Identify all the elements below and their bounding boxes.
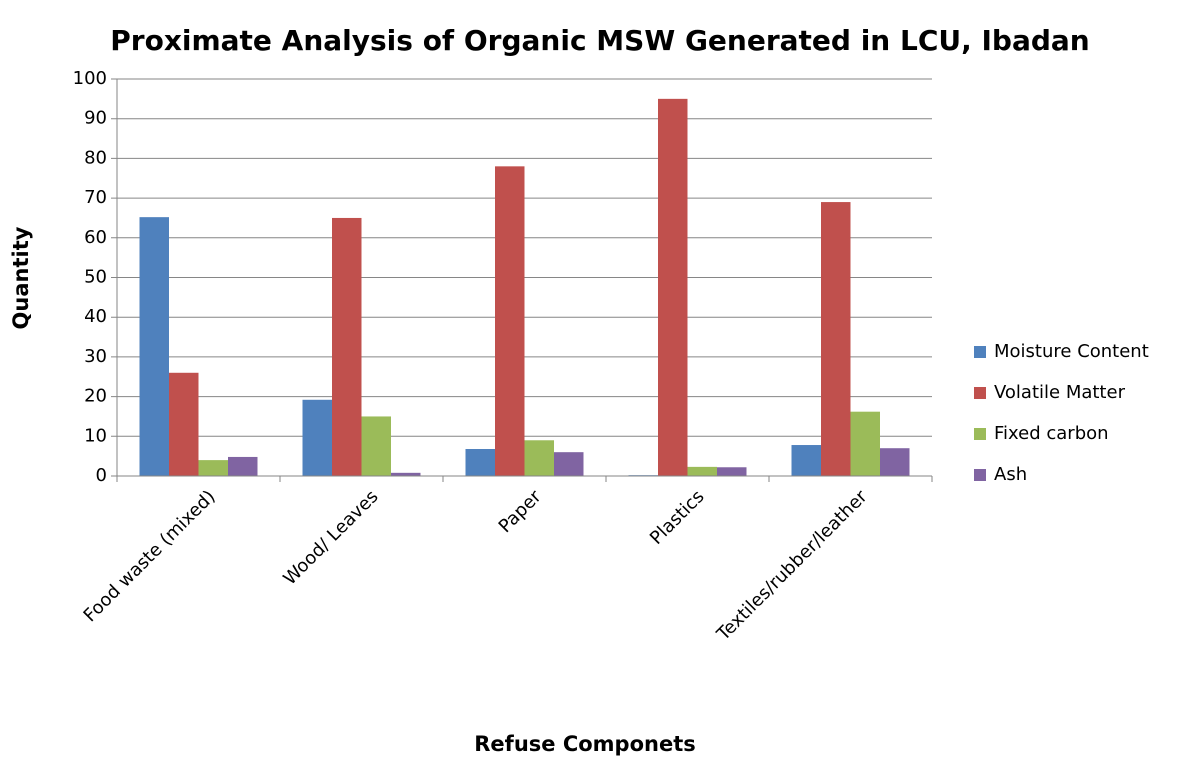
y-tick-label: 60: [84, 227, 107, 248]
bar: [791, 445, 821, 476]
bar: [198, 460, 228, 476]
x-axis-title: Refuse Componets: [474, 732, 695, 756]
bar: [687, 466, 717, 476]
bar: [495, 166, 525, 476]
legend-label: Ash: [994, 464, 1027, 485]
legend-swatch: [974, 387, 986, 399]
y-tick-label: 50: [84, 267, 107, 288]
bar: [658, 98, 688, 476]
x-tick-label: Textiles/rubber/leather: [712, 486, 872, 646]
x-tick-label: Food waste (mixed): [80, 486, 220, 626]
legend-label: Fixed carbon: [994, 423, 1109, 444]
y-tick-label: 20: [84, 386, 107, 407]
bar: [821, 202, 851, 476]
bar: [139, 217, 169, 476]
y-tick-label: 40: [84, 306, 107, 327]
y-tick-label: 70: [84, 187, 107, 208]
y-tick-label: 100: [73, 68, 107, 89]
x-tick-label: Wood/ Leaves: [279, 486, 382, 589]
bar: [524, 440, 554, 476]
bar: [361, 416, 391, 476]
legend-label: Moisture Content: [994, 341, 1149, 362]
y-tick-label: 80: [84, 147, 107, 168]
y-axis-title: Quantity: [9, 226, 33, 329]
y-tick-label: 30: [84, 346, 107, 367]
x-tick-label: Plastics: [646, 486, 709, 549]
bar: [302, 399, 332, 476]
legend-swatch: [974, 469, 986, 481]
legend-swatch: [974, 428, 986, 440]
chart-title: Proximate Analysis of Organic MSW Genera…: [110, 24, 1089, 57]
y-tick-label: 90: [84, 108, 107, 129]
bar: [717, 467, 747, 476]
bar: [554, 452, 584, 476]
bar: [880, 448, 910, 476]
legend-swatch: [974, 346, 986, 358]
y-tick-label: 0: [96, 465, 107, 486]
bar: [332, 217, 362, 476]
legend-label: Volatile Matter: [994, 382, 1126, 403]
bar: [391, 472, 421, 476]
x-tick-label: Paper: [495, 486, 546, 537]
bar: [169, 372, 199, 476]
bar: [228, 456, 258, 476]
y-tick-label: 10: [84, 425, 107, 446]
bar: [850, 411, 880, 476]
bar: [465, 449, 495, 476]
